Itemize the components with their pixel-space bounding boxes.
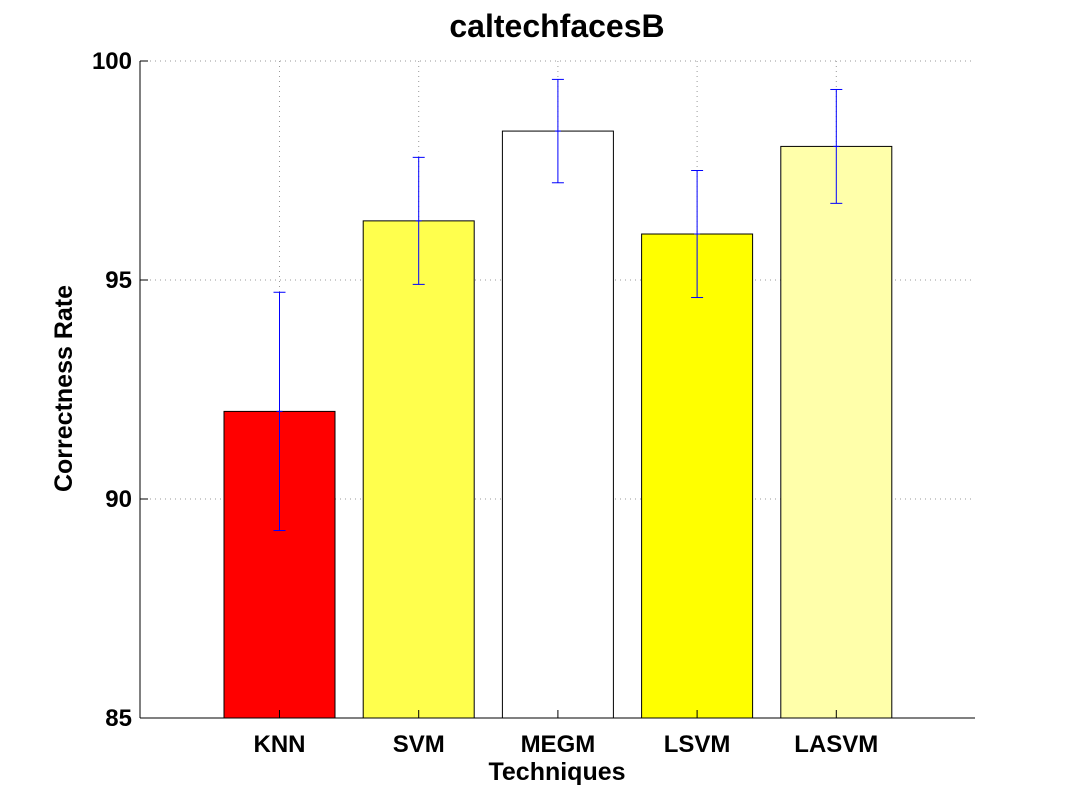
x-tick-label: SVM [393, 731, 445, 758]
x-tick-label: MEGM [521, 731, 596, 758]
y-tick-label: 100 [92, 48, 132, 75]
x-tick-label: LSVM [664, 731, 731, 758]
y-tick-label: 90 [105, 486, 132, 513]
y-tick-label: 85 [105, 705, 132, 732]
ticks-layer: 85 90 95 100 KNN SVM MEGM LSVM LASVM [92, 48, 878, 758]
y-axis-label: Correctness Rate [50, 285, 78, 492]
x-tick-label: LASVM [794, 731, 878, 758]
bars-layer [223, 130, 893, 719]
bar-lasvm [780, 145, 893, 719]
bar-megm [501, 130, 614, 719]
y-tick-label: 95 [105, 267, 132, 294]
x-tick-label: KNN [254, 731, 306, 758]
error-bars-layer [273, 78, 843, 532]
chart-title: caltechfacesB [449, 8, 664, 44]
x-axis-label: Techniques [488, 758, 625, 786]
bar-lsvm [641, 233, 754, 719]
bar-svm [362, 220, 475, 719]
